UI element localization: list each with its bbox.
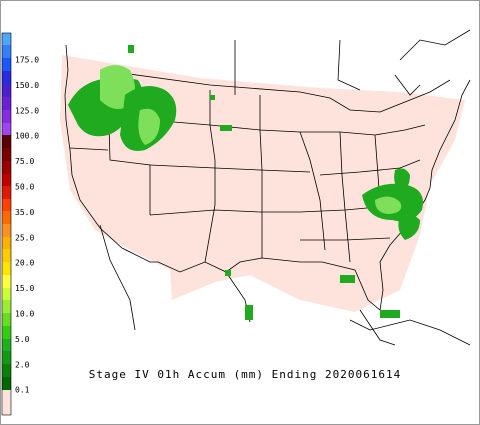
legend-label: 125.0	[15, 106, 39, 115]
legend-labels: 175.0 150.0 125.0 100.0 75.0 50.0 35.0 25.0 20.0…	[15, 56, 39, 395]
legend-label: 2.0	[15, 360, 30, 369]
legend-label: 50.0	[15, 183, 34, 192]
legend-label: 175.0	[15, 56, 39, 65]
legend-label: 5.0	[15, 335, 30, 344]
legend-label: 100.0	[15, 132, 39, 141]
legend-label: 25.0	[15, 233, 34, 242]
legend-label: 20.0	[15, 259, 34, 268]
legend-label: 35.0	[15, 208, 34, 217]
color-bar	[1, 32, 12, 416]
legend-label: 150.0	[15, 81, 39, 90]
caption: Stage IV 01h Accum (mm) Ending 202006161…	[89, 368, 402, 381]
legend-label: 75.0	[15, 157, 34, 166]
legend-label: 15.0	[15, 284, 34, 293]
precip-areas	[68, 45, 423, 320]
legend-label: 10.0	[15, 310, 34, 319]
legend-label: 0.1	[15, 386, 30, 395]
